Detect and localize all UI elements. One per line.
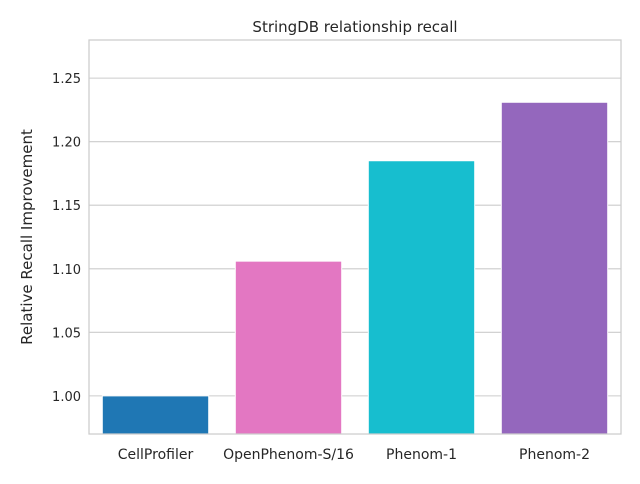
y-axis-label: Relative Recall Improvement [18, 129, 36, 345]
y-tick-label: 1.25 [52, 72, 81, 87]
y-tick-label: 1.15 [52, 199, 81, 214]
chart-title: StringDB relationship recall [252, 18, 457, 36]
plot-frame [88, 39, 622, 435]
y-tick-label: 1.10 [52, 263, 81, 278]
bar-phenom-1 [367, 160, 476, 435]
bar-cellprofiler [101, 395, 210, 435]
y-tick-label: 1.00 [52, 390, 81, 405]
x-tick-label: CellProfiler [118, 447, 194, 463]
x-tick-label: Phenom-2 [519, 447, 590, 463]
x-tick-label: OpenPhenom-S/16 [223, 447, 354, 463]
x-tick-label: Phenom-1 [386, 447, 457, 463]
y-tick-label: 1.20 [52, 136, 81, 151]
y-tick-label: 1.05 [52, 326, 81, 341]
bar-phenom-2 [500, 101, 609, 435]
bar-openphenom-s-16 [234, 260, 343, 435]
